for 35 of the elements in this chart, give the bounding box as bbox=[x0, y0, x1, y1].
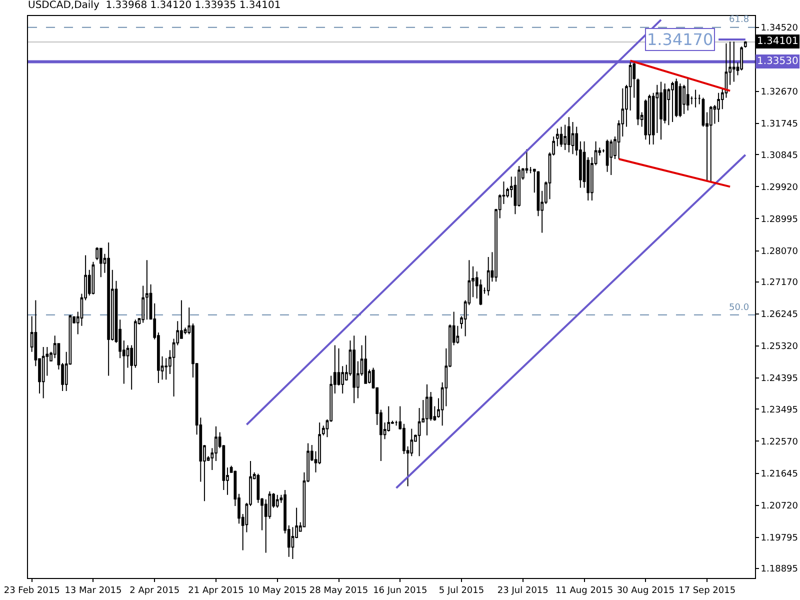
y-tick-label: 1.28070 bbox=[760, 246, 798, 257]
y-tick-label: 1.26245 bbox=[760, 310, 798, 320]
ref-line-label: 1.33530 bbox=[757, 56, 798, 67]
y-tick-label: 1.24395 bbox=[760, 374, 798, 384]
x-tick-label: 11 Aug 2015 bbox=[555, 586, 614, 596]
y-tick-label: 1.32670 bbox=[760, 88, 798, 98]
y-tick-label: 1.28995 bbox=[760, 214, 798, 225]
x-tick-label: 21 Apr 2015 bbox=[188, 586, 244, 596]
x-tick-label: 17 Sep 2015 bbox=[678, 586, 736, 596]
y-tick-label: 1.30845 bbox=[760, 150, 798, 161]
x-tick-label: 5 Jul 2015 bbox=[438, 586, 484, 596]
x-tick-label: 13 Mar 2015 bbox=[64, 586, 122, 596]
y-tick-label: 1.34520 bbox=[760, 24, 798, 34]
y-tick-label: 1.22570 bbox=[760, 437, 798, 448]
x-tick-label: 16 Jun 2015 bbox=[373, 586, 428, 596]
y-tick-label: 1.21645 bbox=[760, 469, 798, 480]
x-tick-label: 23 Feb 2015 bbox=[4, 586, 60, 596]
y-tick-label: 1.31745 bbox=[760, 120, 798, 130]
x-tick-label: 30 Aug 2015 bbox=[616, 586, 674, 596]
ref-line-label: 1.34101 bbox=[757, 36, 798, 47]
y-tick-label: 1.29920 bbox=[760, 182, 798, 193]
chart-title: USDCAD,Daily 1.33968 1.34120 1.33935 1.34101 bbox=[28, 0, 281, 12]
y-tick-label: 1.19795 bbox=[760, 533, 798, 544]
x-tick-label: 2 Apr 2015 bbox=[130, 586, 180, 596]
y-tick-label: 1.18895 bbox=[760, 564, 798, 575]
annotation: 1.34170 bbox=[647, 30, 714, 49]
y-tick-label: 1.27170 bbox=[760, 278, 798, 288]
y-tick-label: 1.25320 bbox=[760, 342, 798, 352]
x-tick-label: 28 May 2015 bbox=[309, 586, 368, 596]
annotation: 50.0 bbox=[729, 303, 750, 313]
x-tick-label: 23 Jul 2015 bbox=[497, 586, 548, 596]
annotation: 61.8 bbox=[729, 15, 750, 25]
y-tick-label: 1.20720 bbox=[760, 501, 798, 512]
y-tick-label: 1.23495 bbox=[760, 405, 798, 416]
x-tick-label: 10 May 2015 bbox=[248, 586, 307, 596]
